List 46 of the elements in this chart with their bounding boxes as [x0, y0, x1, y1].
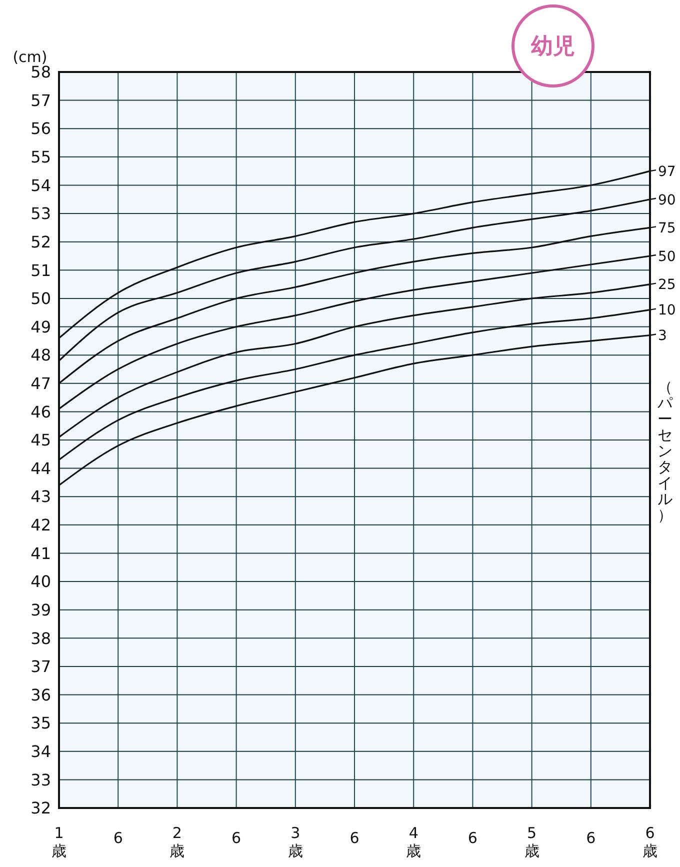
legend-label: 90	[658, 192, 676, 208]
x-tick-label: 6	[350, 829, 360, 847]
x-tick-label: 6	[113, 829, 123, 847]
y-tick-label: 32	[30, 798, 51, 818]
text: （パーセンタイル）	[658, 378, 672, 524]
y-tick-label: 57	[30, 90, 51, 110]
x-tick-label: 2 歳	[170, 824, 185, 860]
x-tick-label: 6	[586, 829, 596, 847]
y-tick-label: 48	[30, 346, 51, 365]
y-tick-label: 36	[30, 685, 51, 704]
y-tick-label: 34	[30, 742, 51, 761]
x-tick-label: 6 歳	[642, 824, 658, 860]
legend-label: 97	[658, 164, 676, 180]
y-tick-label: 44	[30, 458, 51, 478]
y-tick-label: 50	[30, 289, 51, 308]
y-tick-label: 33	[30, 770, 51, 790]
y-tick-label: 47	[30, 374, 51, 393]
y-tick-label: 40	[30, 572, 51, 592]
legend-label: 50	[658, 248, 676, 265]
y-tick-label: 46	[30, 402, 51, 422]
chart-title: 幼児	[531, 34, 575, 60]
x-tick-label: 6	[468, 829, 478, 847]
x-tick-label: 6	[232, 829, 242, 847]
y-tick-label: 54	[30, 176, 51, 195]
x-tick-label: 3 歳	[288, 824, 303, 860]
x-tick-label: 1 歳	[52, 824, 66, 860]
legend-label: 3	[658, 328, 667, 344]
y-tick-label: 45	[30, 430, 51, 450]
y-tick-label: 37	[30, 657, 51, 676]
y-tick-label: 38	[30, 628, 51, 648]
y-tick-label: 51	[30, 260, 51, 280]
y-tick-label: 43	[30, 487, 51, 506]
x-tick-label: 5 歳	[524, 824, 540, 860]
legend-label: 25	[658, 277, 676, 294]
y-tick-label: 53	[30, 204, 51, 224]
x-tick-label: 4 歳	[406, 824, 422, 860]
y-tick-label: 49	[30, 317, 51, 336]
y-tick-label: 39	[30, 600, 51, 620]
y-tick-label: 52	[30, 232, 51, 252]
legend-label: 75	[658, 220, 676, 237]
y-tick-label: 56	[30, 119, 51, 138]
y-tick-label: 42	[30, 516, 51, 535]
y-tick-label: 35	[30, 714, 51, 733]
legend-label: 10	[658, 302, 676, 319]
y-tick-label: 55	[30, 148, 51, 167]
y-tick-label: 41	[30, 544, 51, 563]
